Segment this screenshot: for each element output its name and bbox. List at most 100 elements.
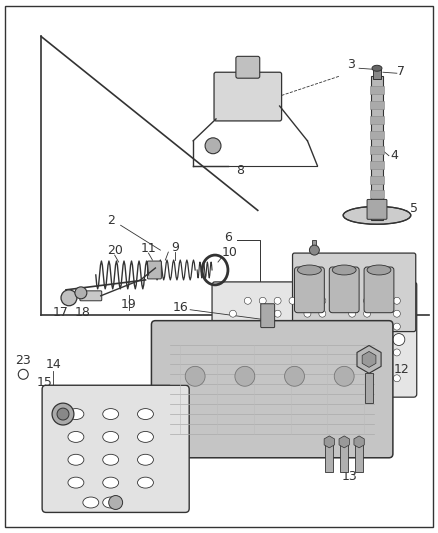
Bar — [370, 146, 384, 154]
Circle shape — [109, 496, 123, 510]
Circle shape — [259, 336, 266, 343]
Text: 20: 20 — [107, 244, 123, 256]
Bar — [370, 86, 384, 94]
Circle shape — [319, 362, 326, 369]
Circle shape — [378, 349, 385, 356]
Circle shape — [378, 297, 385, 304]
Circle shape — [274, 297, 281, 304]
FancyBboxPatch shape — [212, 282, 417, 397]
Ellipse shape — [103, 497, 119, 508]
Circle shape — [230, 362, 237, 369]
Circle shape — [364, 375, 371, 382]
Ellipse shape — [68, 477, 84, 488]
Circle shape — [393, 336, 400, 343]
Ellipse shape — [367, 265, 391, 275]
FancyBboxPatch shape — [364, 267, 394, 313]
Text: 5: 5 — [410, 202, 418, 215]
FancyBboxPatch shape — [152, 321, 393, 458]
Ellipse shape — [68, 431, 84, 442]
Circle shape — [364, 349, 371, 356]
Circle shape — [274, 362, 281, 369]
Circle shape — [259, 297, 266, 304]
Circle shape — [274, 349, 281, 356]
FancyBboxPatch shape — [148, 261, 161, 279]
Ellipse shape — [138, 477, 153, 488]
Bar — [370, 131, 384, 139]
FancyBboxPatch shape — [236, 56, 260, 78]
Circle shape — [230, 336, 237, 343]
Bar — [370, 175, 384, 183]
Circle shape — [304, 336, 311, 343]
Ellipse shape — [68, 454, 84, 465]
FancyBboxPatch shape — [214, 72, 282, 121]
Circle shape — [244, 349, 251, 356]
Circle shape — [274, 375, 281, 382]
Text: 17: 17 — [53, 306, 69, 319]
Circle shape — [61, 290, 77, 306]
Ellipse shape — [332, 265, 356, 275]
Text: 19: 19 — [121, 298, 137, 311]
Circle shape — [18, 369, 28, 379]
Circle shape — [319, 310, 326, 317]
Circle shape — [309, 245, 319, 255]
FancyBboxPatch shape — [293, 253, 416, 332]
Circle shape — [259, 349, 266, 356]
Circle shape — [75, 287, 87, 299]
FancyBboxPatch shape — [80, 291, 102, 301]
Circle shape — [364, 323, 371, 330]
Text: 8: 8 — [236, 164, 244, 177]
Circle shape — [378, 323, 385, 330]
Bar — [312, 240, 316, 252]
Ellipse shape — [343, 206, 411, 224]
Circle shape — [57, 408, 69, 420]
Circle shape — [259, 375, 266, 382]
Ellipse shape — [103, 409, 119, 419]
Circle shape — [274, 310, 281, 317]
Ellipse shape — [297, 265, 321, 275]
Circle shape — [289, 362, 296, 369]
Circle shape — [230, 323, 237, 330]
Circle shape — [304, 310, 311, 317]
Circle shape — [185, 366, 205, 386]
Bar — [340, 444, 348, 472]
Circle shape — [289, 297, 296, 304]
Circle shape — [349, 323, 356, 330]
Ellipse shape — [372, 65, 382, 71]
Circle shape — [304, 375, 311, 382]
Circle shape — [244, 297, 251, 304]
Bar — [370, 160, 384, 168]
FancyBboxPatch shape — [367, 199, 387, 219]
Text: 14: 14 — [45, 358, 61, 371]
Text: 18: 18 — [75, 306, 91, 319]
FancyBboxPatch shape — [42, 385, 189, 512]
Circle shape — [304, 349, 311, 356]
Text: 11: 11 — [141, 241, 156, 255]
Circle shape — [378, 362, 385, 369]
Circle shape — [334, 366, 354, 386]
Text: 3: 3 — [347, 58, 355, 71]
Circle shape — [393, 334, 405, 345]
Circle shape — [364, 336, 371, 343]
Ellipse shape — [138, 409, 153, 419]
Text: 23: 23 — [15, 354, 31, 367]
Circle shape — [304, 297, 311, 304]
Circle shape — [289, 323, 296, 330]
Circle shape — [393, 297, 400, 304]
Circle shape — [244, 375, 251, 382]
Circle shape — [224, 334, 236, 345]
Text: 6: 6 — [224, 231, 232, 244]
Ellipse shape — [103, 431, 119, 442]
Text: 2: 2 — [107, 214, 115, 227]
Circle shape — [52, 403, 74, 425]
FancyBboxPatch shape — [294, 267, 324, 313]
Circle shape — [319, 349, 326, 356]
Text: 15: 15 — [36, 376, 52, 389]
Circle shape — [235, 366, 255, 386]
Circle shape — [244, 362, 251, 369]
Circle shape — [334, 375, 341, 382]
Circle shape — [393, 323, 400, 330]
Circle shape — [230, 375, 237, 382]
Circle shape — [319, 336, 326, 343]
FancyBboxPatch shape — [261, 304, 275, 328]
Text: 7: 7 — [397, 64, 405, 78]
